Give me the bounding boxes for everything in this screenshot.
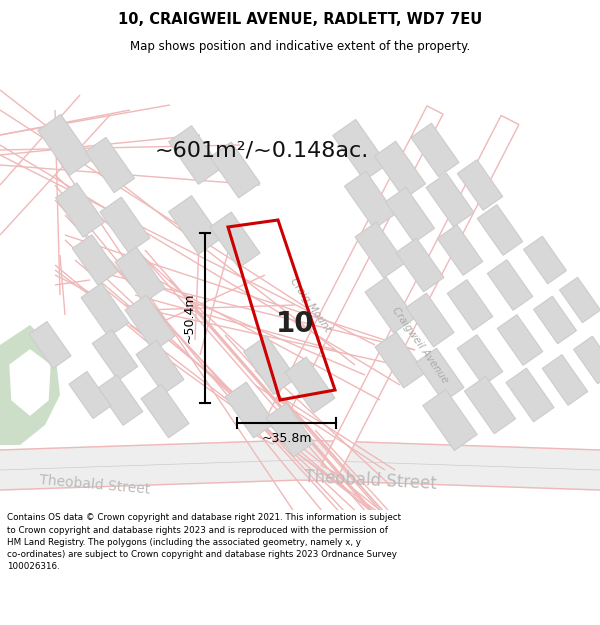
- Polygon shape: [321, 116, 519, 474]
- Polygon shape: [0, 325, 60, 445]
- Polygon shape: [533, 296, 577, 344]
- Polygon shape: [141, 384, 189, 438]
- Text: 10: 10: [276, 310, 314, 338]
- Polygon shape: [169, 126, 221, 184]
- Polygon shape: [244, 336, 296, 394]
- Text: Craigweil Avenue: Craigweil Avenue: [390, 305, 450, 385]
- Polygon shape: [457, 159, 503, 211]
- Polygon shape: [56, 183, 104, 237]
- Polygon shape: [266, 403, 314, 457]
- Polygon shape: [385, 188, 434, 242]
- Polygon shape: [487, 259, 533, 311]
- Polygon shape: [100, 197, 150, 253]
- Polygon shape: [136, 340, 184, 394]
- Polygon shape: [411, 123, 459, 177]
- Polygon shape: [374, 141, 425, 199]
- Text: Craig Mount: Craig Mount: [288, 276, 332, 334]
- Polygon shape: [524, 236, 566, 284]
- Polygon shape: [210, 212, 260, 268]
- Polygon shape: [464, 376, 515, 434]
- Text: Theobald Street: Theobald Street: [39, 473, 151, 497]
- Polygon shape: [437, 224, 483, 276]
- Polygon shape: [406, 293, 454, 347]
- Polygon shape: [542, 354, 588, 406]
- Polygon shape: [423, 389, 477, 451]
- Polygon shape: [92, 329, 138, 381]
- Polygon shape: [426, 173, 474, 227]
- Polygon shape: [125, 295, 175, 351]
- Polygon shape: [72, 234, 118, 286]
- Polygon shape: [333, 119, 387, 181]
- Polygon shape: [365, 277, 415, 333]
- Polygon shape: [225, 382, 275, 438]
- Text: Map shows position and indicative extent of the property.: Map shows position and indicative extent…: [130, 39, 470, 52]
- Polygon shape: [115, 247, 165, 303]
- Polygon shape: [457, 334, 503, 386]
- Text: ~50.4m: ~50.4m: [183, 292, 196, 343]
- Polygon shape: [447, 279, 493, 331]
- Polygon shape: [477, 204, 523, 256]
- Polygon shape: [85, 138, 134, 192]
- Polygon shape: [29, 321, 71, 369]
- Polygon shape: [210, 142, 260, 198]
- Polygon shape: [497, 314, 543, 366]
- Polygon shape: [396, 238, 444, 292]
- Polygon shape: [257, 106, 443, 444]
- Polygon shape: [355, 222, 405, 278]
- Polygon shape: [416, 348, 464, 402]
- Polygon shape: [169, 196, 221, 254]
- Polygon shape: [560, 278, 600, 322]
- Text: Theobald Street: Theobald Street: [304, 468, 437, 492]
- Polygon shape: [574, 336, 600, 384]
- Polygon shape: [285, 357, 335, 413]
- Polygon shape: [344, 171, 395, 229]
- Polygon shape: [10, 350, 50, 415]
- Polygon shape: [81, 283, 129, 337]
- Text: ~601m²/~0.148ac.: ~601m²/~0.148ac.: [155, 140, 369, 160]
- Text: ~35.8m: ~35.8m: [261, 432, 312, 445]
- Text: Contains OS data © Crown copyright and database right 2021. This information is : Contains OS data © Crown copyright and d…: [7, 514, 401, 571]
- Polygon shape: [506, 368, 554, 422]
- Polygon shape: [97, 374, 143, 426]
- Polygon shape: [69, 371, 111, 419]
- Polygon shape: [38, 114, 92, 176]
- Text: 10, CRAIGWEIL AVENUE, RADLETT, WD7 7EU: 10, CRAIGWEIL AVENUE, RADLETT, WD7 7EU: [118, 12, 482, 27]
- Polygon shape: [375, 332, 425, 388]
